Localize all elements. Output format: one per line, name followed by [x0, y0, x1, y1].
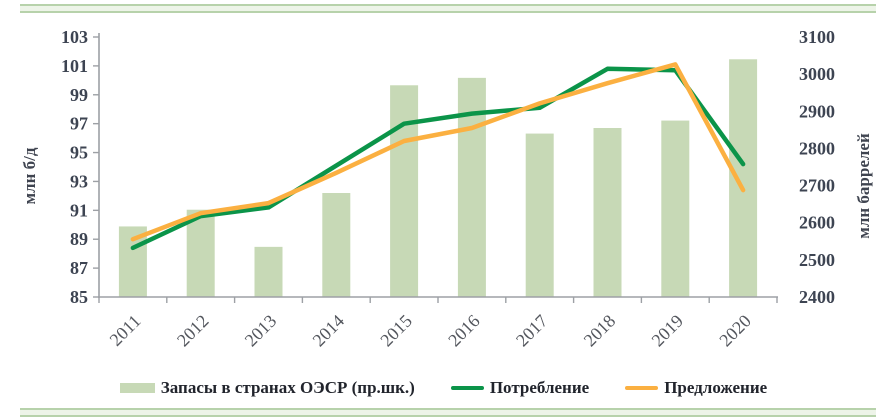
right-tick-label: 2900: [799, 101, 835, 121]
stocks-bar-2012: [186, 209, 215, 297]
left-axis-title: млн б/д: [20, 147, 39, 205]
stocks-bar-2015: [390, 85, 419, 298]
stocks-bar-2018: [593, 128, 622, 297]
consumption-swatch-icon: [450, 386, 484, 390]
legend: Запасы в странах ОЭСР (пр.шк.) Потреблен…: [0, 375, 887, 401]
right-tick-label: 2400: [799, 287, 835, 307]
line-Предложение: [130, 62, 746, 242]
left-tick-label: 91: [70, 200, 88, 220]
right-tick-label: 3000: [799, 64, 835, 84]
right-axis-title: млн баррелей: [854, 133, 873, 239]
legend-item-consumption: Потребление: [450, 378, 590, 398]
stocks-bar-2020: [729, 59, 758, 298]
category-label-2012: 2012: [173, 311, 213, 351]
left-tick-label: 101: [61, 56, 88, 76]
right-tick-label: 2500: [799, 250, 835, 270]
left-tick-label: 93: [70, 171, 88, 191]
right-tick-label: 3100: [799, 27, 835, 47]
legend-item-supply: Предложение: [625, 378, 767, 398]
left-tick-label: 85: [70, 287, 88, 307]
category-label-2018: 2018: [580, 311, 620, 351]
legend-label-consumption: Потребление: [489, 378, 590, 397]
left-tick-label: 87: [70, 258, 88, 278]
supply-swatch-icon: [625, 386, 659, 390]
stocks-bar-2014: [322, 193, 351, 297]
category-label-2011: 2011: [106, 311, 145, 350]
left-tick-label: 103: [61, 27, 88, 47]
left-tick-label: 97: [70, 114, 88, 134]
category-label-2019: 2019: [648, 311, 688, 351]
right-tick-label: 2800: [799, 138, 835, 158]
bottom-border-rule: [20, 408, 876, 417]
category-label-2020: 2020: [715, 311, 755, 351]
left-tick-label: 95: [70, 143, 88, 163]
left-tick-label: 89: [70, 229, 88, 249]
category-label-2017: 2017: [512, 311, 552, 351]
stocks-swatch-icon: [119, 383, 155, 393]
category-label-2015: 2015: [376, 311, 416, 351]
stocks-bar-2019: [661, 120, 690, 297]
top-border-rule: [20, 4, 876, 13]
legend-label-supply: Предложение: [664, 378, 768, 397]
stocks-bar-2013: [254, 246, 283, 297]
category-label-2013: 2013: [241, 311, 281, 351]
stocks-bar-2017: [525, 133, 554, 297]
line-Потребление: [130, 66, 746, 251]
left-tick-label: 99: [70, 85, 88, 105]
category-label-2016: 2016: [444, 311, 484, 351]
legend-label-stocks: Запасы в странах ОЭСР (пр.шк.): [160, 378, 415, 397]
right-tick-label: 2600: [799, 213, 835, 233]
right-tick-label: 2700: [799, 176, 835, 196]
legend-item-stocks: Запасы в странах ОЭСР (пр.шк.): [119, 378, 415, 398]
category-label-2014: 2014: [309, 311, 349, 351]
